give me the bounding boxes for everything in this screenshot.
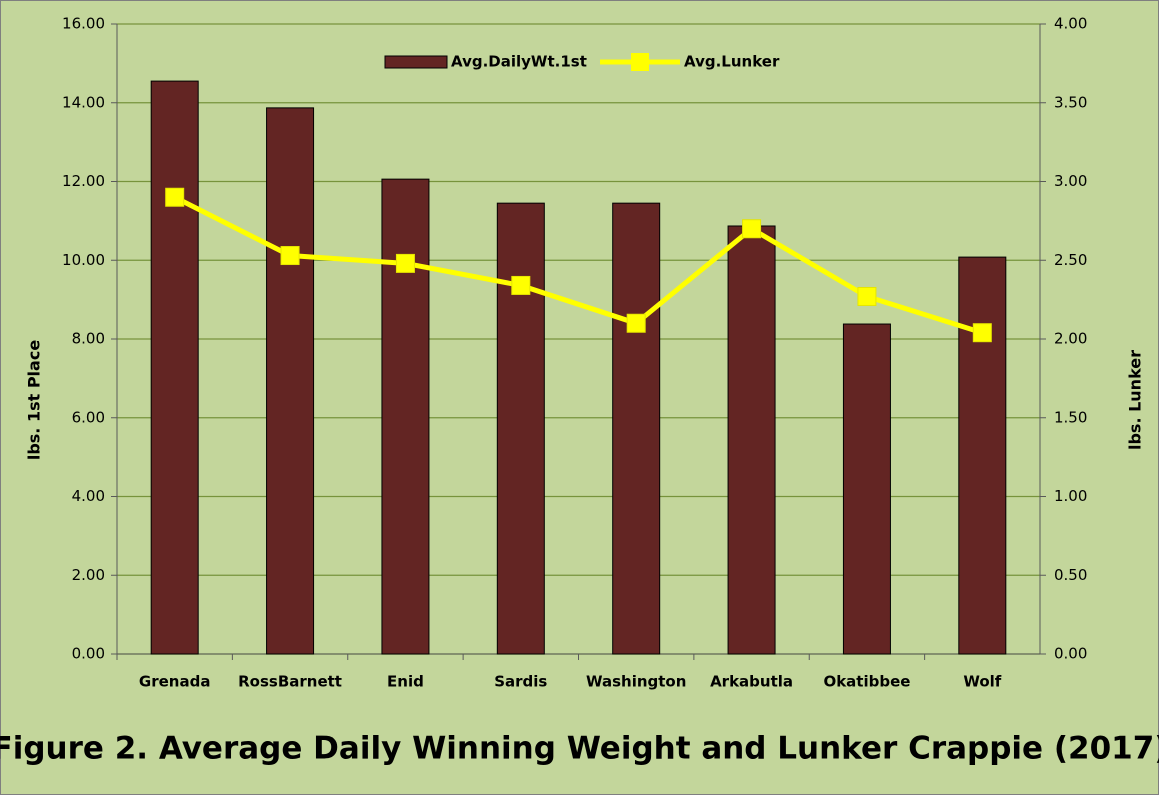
y-tick-label: 6.00 xyxy=(72,408,105,426)
x-tick-label: Enid xyxy=(387,673,424,691)
x-tick-label: Washington xyxy=(586,673,686,691)
y-tick-label: 14.00 xyxy=(62,93,105,111)
y-tick-label: 10.00 xyxy=(62,251,105,269)
x-tick-label: Grenada xyxy=(139,673,211,691)
bar xyxy=(381,178,430,655)
legend-label: Avg.DailyWt.1st xyxy=(451,53,587,71)
y-tick-label: 2.00 xyxy=(72,566,105,584)
y2-tick-label: 1.00 xyxy=(1054,487,1087,505)
bar xyxy=(612,202,661,655)
bar xyxy=(958,256,1007,655)
y2-tick-label: 2.00 xyxy=(1054,330,1087,348)
y2-axis-title: lbs. Lunker xyxy=(1126,350,1145,450)
y2-tick-label: 2.50 xyxy=(1054,251,1087,269)
y-tick-label: 16.00 xyxy=(62,15,105,33)
legend-label: Avg.Lunker xyxy=(684,53,780,71)
y-tick-label: 4.00 xyxy=(72,487,105,505)
y-axis-title: lbs. 1st Place xyxy=(25,340,44,460)
marker xyxy=(972,323,992,343)
marker xyxy=(280,246,300,266)
y-tick-label: 0.00 xyxy=(72,645,105,663)
chart-title: Figure 2. Average Daily Winning Weight a… xyxy=(0,731,1159,767)
y2-tick-label: 1.50 xyxy=(1054,408,1087,426)
y2-tick-label: 4.00 xyxy=(1054,15,1087,33)
bar xyxy=(727,225,776,655)
legend-marker xyxy=(631,53,649,71)
y2-tick-label: 0.50 xyxy=(1054,566,1087,584)
x-tick-label: Sardis xyxy=(494,673,547,691)
x-tick-label: Wolf xyxy=(963,673,1001,691)
bar xyxy=(842,323,891,655)
x-tick-label: Okatibbee xyxy=(823,673,910,691)
marker xyxy=(742,219,762,239)
bar xyxy=(150,80,199,655)
y2-tick-label: 3.00 xyxy=(1054,172,1087,190)
y-tick-label: 12.00 xyxy=(62,172,105,190)
marker xyxy=(395,253,415,273)
bar xyxy=(496,202,545,655)
legend-swatch xyxy=(384,55,448,69)
y-tick-label: 8.00 xyxy=(72,330,105,348)
marker xyxy=(511,275,531,295)
marker xyxy=(626,313,646,333)
y2-tick-label: 0.00 xyxy=(1054,645,1087,663)
x-tick-label: RossBarnett xyxy=(238,673,342,691)
x-tick-label: Arkabutla xyxy=(710,673,793,691)
bar xyxy=(266,107,315,655)
marker xyxy=(165,187,185,207)
line xyxy=(173,195,984,336)
y2-tick-label: 3.50 xyxy=(1054,93,1087,111)
marker xyxy=(857,286,877,306)
